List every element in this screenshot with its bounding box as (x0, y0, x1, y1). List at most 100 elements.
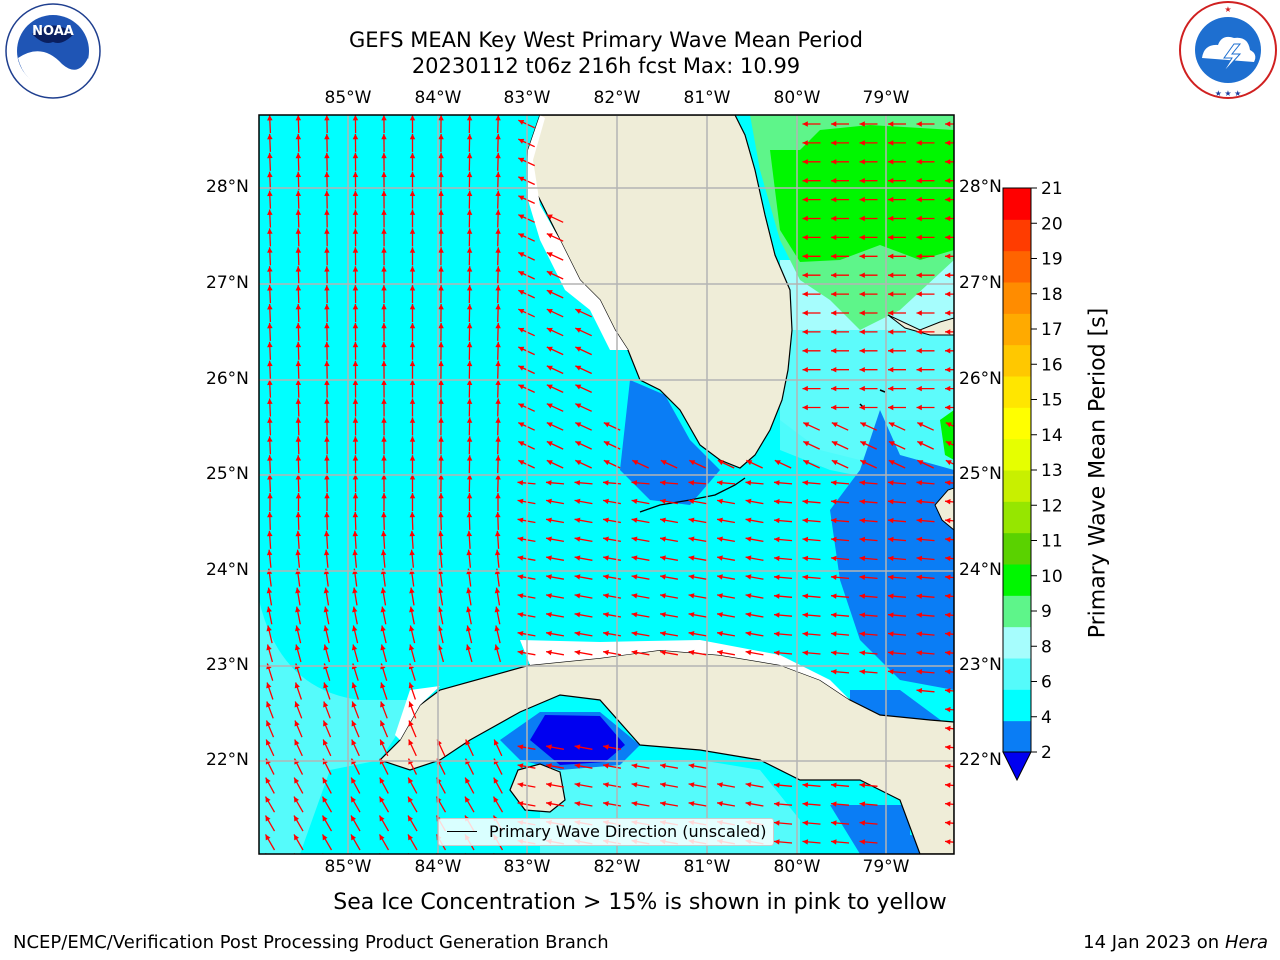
wave-direction-arrowhead (518, 460, 525, 466)
wave-direction-arrowhead (945, 688, 951, 694)
wave-direction-arrowhead (745, 631, 752, 637)
wave-direction-arrowhead (267, 228, 273, 234)
wave-direction-arrowhead (517, 536, 524, 542)
wave-direction-arrowhead (888, 140, 894, 146)
wave-direction-arrowhead (266, 549, 273, 556)
wave-direction-arrowhead (409, 171, 416, 178)
wave-direction-arrowhead (294, 834, 299, 841)
wave-direction-arrowhead (438, 190, 444, 196)
wave-direction-arrowhead (717, 593, 723, 599)
florida-keys (639, 477, 746, 513)
wave-direction-arrowhead (574, 480, 581, 486)
wave-direction-arrowhead (603, 574, 609, 580)
wave-direction-arrowhead (295, 493, 302, 499)
wave-direction-arrowhead (859, 329, 865, 335)
wave-direction-arrowhead (517, 763, 524, 769)
colorbar-segment (1003, 407, 1031, 440)
wave-direction-arrowhead (745, 782, 752, 788)
wave-direction-arrowhead (466, 530, 472, 537)
wave-direction-arrowhead (409, 304, 416, 310)
wave-direction-arrowhead (324, 436, 330, 442)
wave-direction-arrowhead (945, 763, 951, 769)
wave-direction-arrowhead (295, 455, 302, 461)
wave-direction-arrowhead (688, 555, 695, 561)
wave-direction-arrowhead (295, 133, 302, 140)
wave-direction-arrowhead (916, 499, 923, 505)
wave-direction-arrowhead (745, 555, 752, 561)
wave-direction-arrowhead (831, 460, 838, 466)
wave-direction-arrowhead (517, 574, 524, 580)
wave-direction-arrowhead (495, 304, 501, 310)
wave-direction-arrowhead (945, 782, 951, 788)
wave-direction-arrowhead (745, 593, 752, 599)
wave-direction-arrowhead (518, 384, 525, 390)
wave-direction-arrowhead (831, 536, 837, 543)
wave-direction-arrowhead (409, 474, 416, 480)
wave-direction-arrowhead (352, 152, 359, 159)
colorbar-segment (1003, 564, 1031, 596)
wave-direction-arrowhead (324, 304, 330, 310)
wave-direction-arrowhead (351, 720, 357, 727)
wave-direction-arrowhead (266, 644, 272, 651)
colorbar-tick-label: 21 (1041, 180, 1063, 199)
wave-direction-arrowhead (408, 777, 414, 784)
nws-logo: ★ ★ ★ ★ (1179, 1, 1277, 99)
wave-direction-arrowhead (408, 739, 414, 746)
wave-direction-arrowhead (660, 480, 666, 486)
colorbar-label: Primary Wave Mean Period [s] (1085, 307, 1111, 639)
wave-direction-arrowhead (294, 739, 300, 746)
wave-direction-arrowhead (745, 480, 752, 486)
wave-direction-arrowhead (324, 341, 330, 348)
lat-label-left-24n: 24°N (206, 560, 249, 580)
wave-direction-arrowhead (745, 536, 752, 542)
wave-direction-arrowhead (945, 348, 951, 354)
wave-direction-arrowhead (774, 820, 780, 826)
lat-label-left-26n: 26°N (206, 369, 249, 389)
wave-direction-arrowhead (323, 701, 329, 708)
wave-direction-arrowhead (860, 441, 867, 447)
wave-direction-arrowhead (495, 171, 501, 178)
wave-direction-arrowhead (575, 441, 582, 447)
wave-direction-arrowhead (381, 152, 387, 159)
wave-direction-arrowhead (495, 493, 501, 499)
wave-direction-arrowhead (437, 606, 443, 613)
wave-direction-arrow (575, 860, 593, 863)
wave-direction-arrowhead (409, 417, 416, 423)
wave-direction-arrowhead (409, 511, 416, 518)
wave-direction-arrowhead (917, 422, 924, 428)
ocean-period-2-4-florida-bay (620, 380, 720, 505)
wave-direction-arrowhead (831, 348, 837, 354)
wave-direction-arrowhead (295, 417, 302, 423)
wave-direction-arrowhead (495, 322, 501, 329)
svg-text:★ ★ ★: ★ ★ ★ (1215, 89, 1242, 98)
wave-direction-arrowhead (916, 536, 923, 543)
colorbar: 21 20 19 18 17 16 15 14 13 12 11 10 9 8 6 4 2 (1002, 180, 1063, 782)
wave-direction-arrowhead (438, 285, 444, 291)
wave-direction-arrowhead (466, 360, 473, 367)
wave-direction-arrowhead (518, 271, 525, 277)
wave-direction-arrowhead (495, 152, 501, 159)
wave-direction-arrowhead (945, 858, 951, 863)
wave-direction-arrowhead (717, 782, 723, 788)
colorbar-segment (1003, 720, 1031, 753)
wave-direction-arrow (464, 852, 467, 854)
wave-direction-arrowhead (660, 782, 666, 788)
wave-direction-arrowhead (546, 346, 553, 352)
wave-direction-arrowhead (381, 474, 387, 480)
lon-label-bottom-84w: 84°W (414, 857, 462, 877)
wave-direction-arrowhead (859, 253, 865, 259)
wave-direction-arrowhead (859, 517, 866, 524)
wave-direction-arrowhead (381, 285, 387, 291)
wave-direction-arrowhead (466, 115, 473, 121)
wave-direction-arrowhead (295, 379, 302, 385)
map-frame (258, 114, 955, 855)
wave-direction-arrowhead (381, 228, 387, 234)
wave-direction-arrowhead (774, 555, 780, 562)
wave-direction-arrowhead (380, 644, 386, 651)
wave-direction-arrowhead (945, 215, 951, 222)
wave-direction-arrowhead (466, 322, 473, 329)
wave-direction-arrowhead (688, 631, 695, 637)
wave-direction-arrowhead (266, 701, 272, 708)
wave-direction-arrowhead (631, 480, 638, 486)
wave-direction-arrowhead (745, 801, 752, 807)
